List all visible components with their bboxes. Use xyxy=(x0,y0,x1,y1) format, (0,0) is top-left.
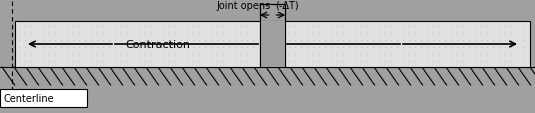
Bar xyxy=(260,5,285,22)
Bar xyxy=(285,22,530,67)
Bar xyxy=(0,89,87,107)
Text: Contraction: Contraction xyxy=(125,40,190,50)
Text: Centerline: Centerline xyxy=(3,93,54,103)
Text: Joint opens: Joint opens xyxy=(216,1,271,11)
Text: (-ΔT): (-ΔT) xyxy=(276,1,299,11)
Bar xyxy=(15,22,260,67)
Bar xyxy=(260,22,285,67)
